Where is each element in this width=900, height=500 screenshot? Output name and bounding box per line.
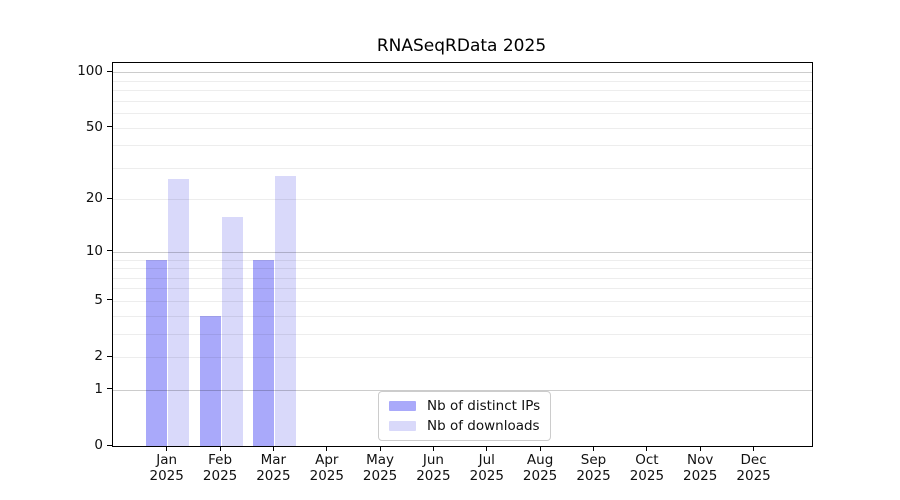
x-tick-label-jun-2025: Jun 2025 <box>416 452 451 484</box>
x-tick-mark-aug-2025 <box>539 446 541 451</box>
legend-label-distinct-ips: Nb of distinct IPs <box>427 398 541 414</box>
x-tick-label-oct-2025: Oct 2025 <box>629 452 665 484</box>
x-tick-label-feb-2025: Feb 2025 <box>202 452 238 484</box>
x-tick-label-nov-2025: Nov 2025 <box>683 452 718 484</box>
y-tick-label-20: 20 <box>85 190 103 207</box>
grid-line-minor-2 <box>113 357 812 358</box>
x-tick-label-sep-2025: Sep 2025 <box>576 452 611 484</box>
y-tick-mark-20 <box>107 197 112 199</box>
y-tick-mark-2 <box>107 355 112 357</box>
x-tick-label-may-2025: May 2025 <box>362 452 398 484</box>
x-tick-mark-mar-2025 <box>272 446 274 451</box>
x-tick-mark-nov-2025 <box>699 446 701 451</box>
legend: Nb of distinct IPs Nb of downloads <box>378 391 552 441</box>
y-tick-mark-0 <box>107 444 112 446</box>
legend-swatch-downloads <box>389 421 416 431</box>
bar-distinct-ips-jan-2025 <box>146 259 168 446</box>
legend-label-downloads: Nb of downloads <box>427 418 540 434</box>
x-tick-mark-jul-2025 <box>486 446 488 451</box>
bars-layer <box>113 63 812 446</box>
x-tick-mark-oct-2025 <box>646 446 648 451</box>
plot-area <box>112 62 813 447</box>
grid-line-minor-8 <box>113 268 812 269</box>
grid-line-minor-50 <box>113 127 812 129</box>
legend-item-downloads: Nb of downloads <box>389 416 540 436</box>
x-tick-label-jul-2025: Jul 2025 <box>469 452 504 484</box>
chart-title: RNASeqRData 2025 <box>376 36 547 56</box>
x-tick-label-dec-2025: Dec 2025 <box>736 452 771 484</box>
legend-item-distinct-ips: Nb of distinct IPs <box>389 396 540 416</box>
x-tick-label-aug-2025: Aug 2025 <box>522 452 558 484</box>
grid-line-minor-3 <box>113 333 812 335</box>
y-tick-label-10: 10 <box>85 242 103 259</box>
grid-line-minor-5 <box>113 300 812 302</box>
bar-distinct-ips-mar-2025 <box>252 259 274 446</box>
y-tick-label-2: 2 <box>94 348 103 364</box>
legend-swatch-distinct-ips <box>389 401 416 411</box>
y-tick-mark-100 <box>107 70 112 72</box>
x-tick-mark-dec-2025 <box>753 446 755 451</box>
y-tick-mark-50 <box>107 126 112 127</box>
x-tick-mark-apr-2025 <box>326 446 328 451</box>
bar-downloads-jan-2025 <box>168 179 190 446</box>
y-tick-label-1: 1 <box>94 380 103 397</box>
grid-line-minor-4 <box>113 315 812 317</box>
grid-layer <box>113 63 812 446</box>
y-tick-mark-10 <box>107 250 112 252</box>
y-tick-mark-1 <box>107 388 112 390</box>
x-tick-mark-sep-2025 <box>593 446 594 451</box>
grid-line-minor-30 <box>113 167 812 169</box>
x-tick-mark-may-2025 <box>379 446 381 451</box>
grid-line-minor-9 <box>113 259 812 261</box>
y-tick-mark-5 <box>107 299 112 301</box>
grid-line-minor-7 <box>113 277 812 279</box>
grid-line-minor-6 <box>113 288 812 290</box>
grid-line-minor-40 <box>113 145 812 147</box>
grid-line-minor-20 <box>113 199 812 201</box>
grid-line-minor-70 <box>113 100 812 102</box>
y-tick-label-0: 0 <box>94 437 103 453</box>
x-tick-mark-jan-2025 <box>166 446 168 451</box>
x-tick-label-apr-2025: Apr 2025 <box>309 452 344 484</box>
x-tick-label-mar-2025: Mar 2025 <box>256 452 291 484</box>
x-tick-mark-feb-2025 <box>219 446 221 451</box>
grid-line-minor-80 <box>113 90 812 91</box>
y-tick-label-100: 100 <box>77 63 103 80</box>
bar-downloads-mar-2025 <box>274 176 296 446</box>
y-tick-label-50: 50 <box>85 118 103 135</box>
x-tick-label-jan-2025: Jan 2025 <box>149 452 184 484</box>
grid-line-minor-60 <box>113 112 812 114</box>
grid-line-major-10 <box>113 251 812 253</box>
grid-line-major-100 <box>113 72 812 74</box>
bar-downloads-feb-2025 <box>221 216 243 446</box>
grid-line-major-1 <box>113 389 812 391</box>
x-tick-mark-jun-2025 <box>432 446 434 451</box>
grid-line-minor-90 <box>113 80 812 82</box>
y-tick-label-5: 5 <box>94 291 103 308</box>
bar-distinct-ips-feb-2025 <box>199 315 221 446</box>
